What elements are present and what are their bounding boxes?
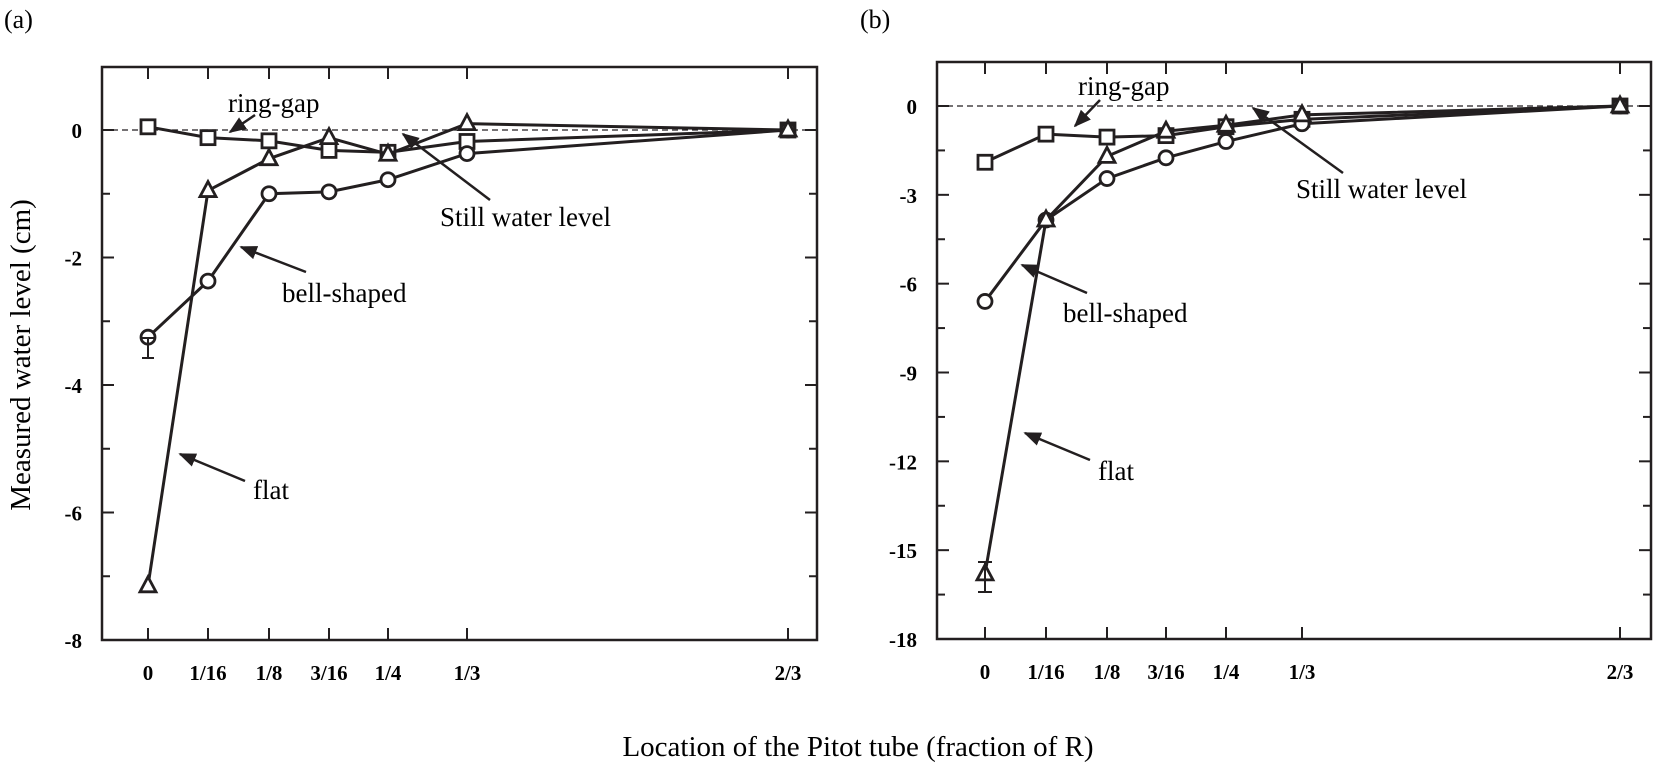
y-tick-label: -2: [65, 247, 83, 271]
x-tick-label: 2/3: [1607, 660, 1634, 684]
annotations-b: ring-gap Still water level bell-shaped f…: [1020, 71, 1467, 486]
data-point-flat: [377, 142, 399, 162]
panel-label-b: (b): [860, 5, 890, 34]
data-point-bell-shaped: [199, 272, 217, 290]
chart-panel-b: 0 -3 -6 -9 -12 -15 -18 0 1/16 1/8 3/16 1/4 1/3 2/3: [889, 60, 1653, 684]
annotation-flat-b: flat: [1098, 456, 1134, 486]
data-point-bell-shaped: [976, 293, 994, 310]
data-point-ring-gap: [139, 118, 157, 136]
x-tick-label: 1/3: [1289, 660, 1316, 684]
x-tick-label: 0: [143, 661, 154, 685]
x-tick-label: 1/3: [454, 661, 481, 685]
plot-frame: [935, 60, 1653, 641]
data-point-flat: [137, 573, 159, 594]
data-point-flat: [1096, 144, 1118, 164]
data-point-bell-shaped: [320, 183, 338, 201]
annotation-flat-a: flat: [253, 475, 289, 505]
annotation-ring-gap-b: ring-gap: [1078, 71, 1169, 101]
panel-label-a: (a): [4, 5, 33, 34]
data-point-bell-shaped: [1157, 149, 1175, 167]
y-tick-label: -18: [889, 628, 917, 652]
x-tick-label: 0: [980, 660, 991, 684]
x-tick-label: 3/16: [1147, 660, 1184, 684]
x-tick-label: 1/4: [1213, 660, 1240, 684]
data-point-flat: [1155, 119, 1177, 139]
y-tick-label: -3: [900, 184, 918, 208]
annotations-a: ring-gap Still water level bell-shaped f…: [178, 88, 611, 505]
x-axis-title: Location of the Pitot tube (fraction of …: [622, 731, 1093, 763]
data-point-flat: [1035, 208, 1057, 228]
data-point-flat: [456, 111, 478, 132]
x-tick-label: 1/16: [189, 661, 226, 685]
data-point-flat: [1291, 102, 1313, 123]
x-tick-label: 1/8: [256, 661, 283, 685]
data-point-ring-gap: [260, 132, 278, 150]
x-tick-label: 3/16: [310, 661, 347, 685]
data-point-flat: [777, 118, 799, 138]
x-tick-label: 2/3: [775, 661, 802, 685]
data-point-flat: [197, 178, 219, 198]
y-tick-label: -6: [900, 273, 918, 297]
data-point-flat: [318, 125, 340, 146]
y-tick-label: -12: [889, 450, 917, 474]
data-point-bell-shaped: [379, 171, 397, 189]
annotation-bell-shaped-a: bell-shaped: [282, 278, 407, 308]
data-point-ring-gap: [320, 141, 338, 159]
x-tick-label: 1/8: [1094, 660, 1121, 684]
data-point-flat: [1215, 113, 1237, 133]
data-point-bell-shaped: [1098, 170, 1116, 187]
y-tick-label: 0: [72, 119, 83, 143]
annotation-still-water-a: Still water level: [440, 202, 611, 232]
data-point-bell-shaped: [260, 185, 278, 203]
data-point-ring-gap: [199, 129, 217, 147]
plot-frame: [100, 65, 819, 642]
data-point-ring-gap: [1037, 125, 1055, 143]
annotation-ring-gap-a: ring-gap: [228, 88, 319, 118]
y-axis-title: Measured water level (cm): [5, 199, 37, 511]
data-point-flat: [1609, 94, 1631, 114]
data-point-ring-gap: [976, 153, 994, 171]
y-tick-label: -15: [889, 539, 917, 563]
data-point-bell-shaped: [1217, 133, 1235, 150]
data-point-flat: [258, 146, 280, 167]
x-tick-label: 1/16: [1027, 660, 1064, 684]
annotation-bell-shaped-b: bell-shaped: [1063, 298, 1188, 328]
y-tick-label: 0: [907, 95, 918, 119]
annotation-still-water-b: Still water level: [1296, 174, 1467, 204]
y-tick-label: -4: [65, 374, 83, 398]
y-tick-label: -6: [65, 502, 83, 526]
y-tick-label: -9: [900, 362, 918, 386]
y-tick-label: -8: [65, 629, 83, 653]
x-tick-label: 1/4: [375, 661, 402, 685]
data-point-ring-gap: [1098, 128, 1116, 146]
series-line-flat: [146, 122, 789, 587]
chart-panel-a: 0 -2 -4 -6 -8 0 1/16 1/8 3/16 1/4 1/3 2/3: [65, 65, 819, 685]
data-point-bell-shaped: [458, 145, 476, 162]
